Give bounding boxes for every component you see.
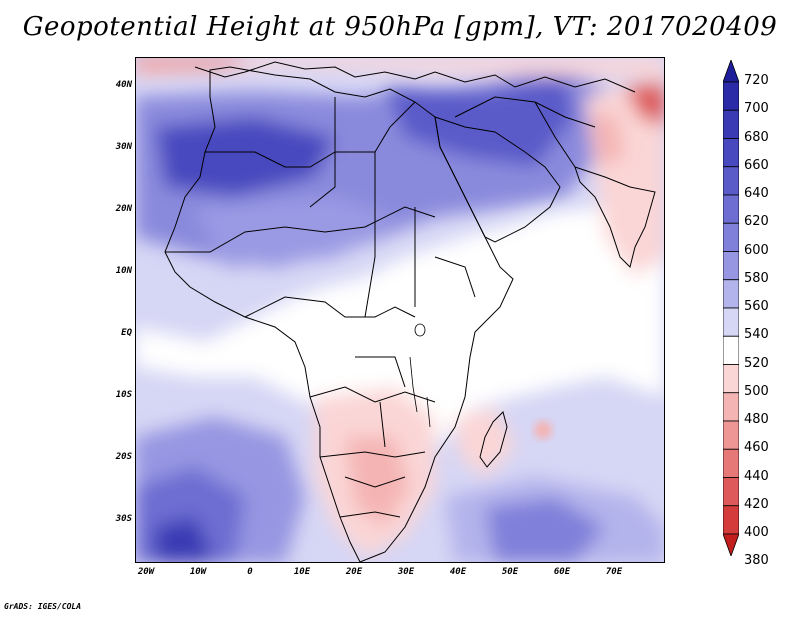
- colorbar-label: 700: [744, 101, 769, 117]
- chart-title: Geopotential Height at 950hPa [gpm], VT:…: [22, 12, 778, 42]
- map-frame: [135, 57, 665, 563]
- geopotential-map: [135, 57, 665, 563]
- colorbar-segment: [723, 335, 739, 365]
- colorbar-segment: [723, 448, 739, 478]
- colorbar-label: 680: [744, 129, 769, 145]
- small-low-spot: [534, 421, 552, 439]
- colorbar-segment: [723, 477, 739, 507]
- field-shading: [135, 57, 665, 563]
- x-tick-0: 0: [247, 567, 253, 577]
- y-tick-40n: 40N: [115, 80, 132, 90]
- colorbar-segment: [723, 81, 739, 111]
- colorbar-label: 720: [744, 73, 769, 88]
- y-tick-10n: 10N: [115, 266, 132, 276]
- colorbar-label: 420: [744, 496, 769, 512]
- colorbar-segment: [723, 505, 739, 535]
- credit-text: GrADS: IGES/COLA: [4, 602, 82, 611]
- x-tick-20w: 20W: [137, 567, 155, 577]
- y-tick-20n: 20N: [115, 204, 132, 214]
- colorbar-label: 640: [744, 186, 769, 201]
- y-tick-eq: EQ: [121, 328, 132, 338]
- y-tick-10s: 10S: [115, 390, 132, 400]
- colorbar-label: 580: [744, 270, 769, 286]
- x-tick-10e: 10E: [293, 567, 311, 577]
- colorbar-label: 500: [744, 383, 769, 399]
- colorbar-segment: [723, 420, 739, 450]
- colorbar-segment: [723, 138, 739, 168]
- colorbar-segment: [723, 194, 739, 224]
- colorbar-label: 380: [744, 553, 769, 569]
- colorbar-label: 400: [744, 525, 769, 540]
- x-tick-30e: 30E: [397, 567, 415, 577]
- colorbar-label: 480: [744, 412, 769, 427]
- colorbar-label: 540: [744, 327, 769, 343]
- x-tick-10w: 10W: [189, 567, 207, 577]
- colorbar-segment: [723, 222, 739, 252]
- x-tick-20e: 20E: [345, 567, 363, 577]
- colorbar-label: 520: [744, 355, 769, 371]
- coastlines: [164, 61, 656, 563]
- colorbar-bottom-arrow: [723, 533, 739, 556]
- colorbar-top-arrow: [723, 60, 739, 83]
- colorbar-segment: [723, 279, 739, 309]
- colorbar-segment: [723, 392, 739, 422]
- colorbar-segment: [723, 364, 739, 394]
- colorbar-segment: [723, 109, 739, 139]
- map-panel: [135, 57, 665, 563]
- y-tick-20s: 20S: [115, 452, 132, 462]
- colorbar-label: 660: [744, 157, 769, 173]
- x-tick-50e: 50E: [501, 567, 519, 577]
- y-tick-30s: 30S: [115, 514, 132, 524]
- x-tick-70e: 70E: [605, 567, 623, 577]
- colorbar-segment: [723, 251, 739, 281]
- colorbar-segment: [723, 307, 739, 337]
- y-tick-30n: 30N: [115, 142, 132, 152]
- colorbar-label: 600: [744, 242, 769, 258]
- colorbar-label: 440: [744, 468, 769, 484]
- colorbar-label: 560: [744, 299, 769, 314]
- colorbar-label: 620: [744, 214, 769, 230]
- lakes: [409, 323, 431, 428]
- x-tick-60e: 60E: [553, 567, 571, 577]
- colorbar: [723, 60, 739, 556]
- colorbar-segment: [723, 166, 739, 196]
- colorbar-label: 460: [744, 440, 769, 456]
- x-tick-40e: 40E: [449, 567, 467, 577]
